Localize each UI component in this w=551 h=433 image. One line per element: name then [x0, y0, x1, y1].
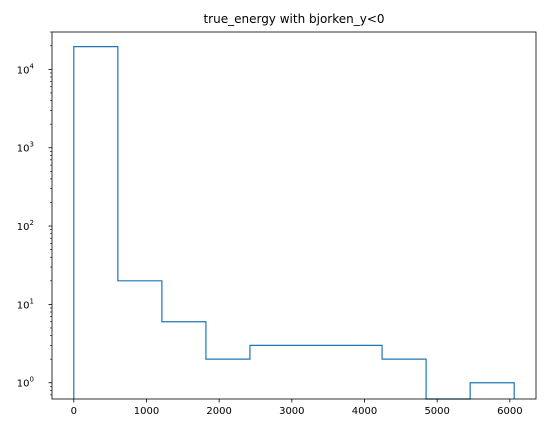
histogram-bin — [338, 345, 382, 399]
chart-title: true_energy with bjorken_y<0 — [203, 12, 384, 26]
histogram-bin — [294, 345, 338, 399]
y-tick-label: 104 — [17, 62, 35, 76]
x-tick-label: 0 — [71, 406, 77, 417]
histogram-bin — [162, 322, 206, 399]
y-tick-label: 101 — [17, 297, 34, 311]
histogram-bin — [382, 359, 426, 399]
x-tick-label: 5000 — [424, 406, 449, 417]
histogram-bin — [118, 281, 162, 399]
histogram-step-line — [73, 46, 515, 400]
y-tick-label: 100 — [17, 376, 34, 390]
histogram-bin — [470, 383, 514, 399]
x-axis: 0 1000 2000 3000 4000 5000 6000 — [71, 399, 523, 417]
x-tick-label: 3000 — [279, 406, 304, 417]
x-tick-label: 1000 — [134, 406, 159, 417]
x-tick-label: 2000 — [206, 406, 231, 417]
y-axis: 100 101 102 103 104 — [17, 31, 52, 396]
x-tick-label: 6000 — [497, 406, 522, 417]
histogram-bin — [206, 359, 250, 399]
x-tick-label: 4000 — [352, 406, 377, 417]
y-tick-label: 102 — [17, 219, 34, 233]
y-tick-label: 103 — [17, 141, 34, 155]
histogram-bin — [74, 47, 118, 399]
histogram-bin — [250, 345, 294, 399]
axes-frame — [51, 31, 537, 400]
plot-area — [73, 46, 515, 400]
